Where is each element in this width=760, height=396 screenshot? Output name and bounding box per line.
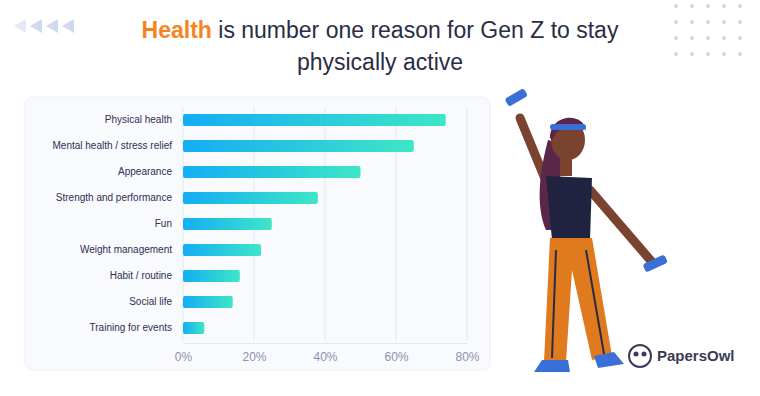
category-label: Social life — [129, 296, 172, 307]
chevron — [30, 19, 42, 33]
title: Health is number one reason for Gen Z to… — [142, 17, 619, 75]
category-label: Fun — [155, 218, 172, 229]
dot — [706, 20, 710, 24]
bar — [183, 244, 261, 256]
logo: PapersOwl — [629, 345, 735, 367]
category-label: Strength and performance — [56, 192, 173, 203]
x-tick: 40% — [313, 343, 337, 364]
bar — [183, 218, 272, 230]
dot — [722, 20, 726, 24]
dot — [722, 4, 726, 8]
x-tick: 60% — [384, 343, 408, 364]
brand-name: PapersOwl — [657, 347, 735, 364]
chart: Health is number one reason for Gen Z to… — [0, 0, 760, 396]
x-tick: 0% — [175, 343, 193, 364]
shoe — [534, 360, 570, 372]
bar — [183, 192, 318, 204]
bar — [183, 166, 361, 178]
logo-eye — [634, 352, 639, 357]
torso — [546, 176, 592, 240]
category-label: Mental health / stress relief — [53, 140, 173, 151]
dot — [722, 52, 726, 56]
category-label: Physical health — [105, 114, 172, 125]
dumbbell — [642, 254, 668, 272]
dot — [690, 52, 694, 56]
y-tick: Social life — [129, 296, 183, 307]
hair-top — [550, 118, 586, 140]
x-axis: 0% 20% 40% 60% 80% — [175, 343, 480, 364]
y-tick: Physical health — [105, 114, 183, 125]
dot — [674, 52, 678, 56]
logo-icon — [629, 345, 651, 367]
head — [551, 120, 585, 160]
panel — [25, 97, 490, 370]
category-label: Appearance — [118, 166, 172, 177]
chevron — [14, 19, 26, 33]
y-tick: Mental health / stress relief — [53, 140, 184, 151]
pants — [544, 238, 612, 362]
chevrons — [14, 19, 74, 33]
dot — [674, 20, 678, 24]
shoe — [594, 352, 624, 368]
x-tick: 80% — [455, 343, 479, 364]
bar — [183, 296, 233, 308]
neck — [560, 158, 572, 176]
pant-stripe — [552, 250, 604, 358]
dot — [706, 52, 710, 56]
y-tick: Strength and performance — [56, 192, 183, 203]
bar — [183, 114, 446, 126]
dot — [690, 4, 694, 8]
x-tick-label: 40% — [313, 350, 337, 364]
y-tick: Training for events — [90, 322, 183, 333]
bar — [183, 270, 240, 282]
y-tick: Fun — [155, 218, 183, 229]
logo-eye — [642, 352, 647, 357]
bars — [183, 114, 446, 334]
dot — [738, 52, 742, 56]
dot — [674, 36, 678, 40]
chevron — [46, 19, 58, 33]
x-axis-line — [184, 343, 468, 344]
category-label: Weight management — [80, 244, 172, 255]
dot — [706, 4, 710, 8]
y-axis: Physical health Mental health / stress re… — [53, 114, 184, 333]
dot-grid — [674, 4, 742, 56]
x-tick-label: 0% — [175, 350, 193, 364]
arm — [590, 190, 652, 262]
dot — [738, 36, 742, 40]
x-tick: 20% — [242, 343, 266, 364]
y-tick: Appearance — [118, 166, 183, 177]
chevron — [62, 19, 74, 33]
category-label: Habit / routine — [110, 270, 173, 281]
headband — [550, 124, 586, 130]
dumbbell — [504, 88, 528, 107]
x-tick-label: 60% — [384, 350, 408, 364]
y-tick: Weight management — [80, 244, 183, 255]
y-tick: Habit / routine — [110, 270, 183, 281]
dot — [722, 36, 726, 40]
category-label: Training for events — [90, 322, 172, 333]
dot — [674, 4, 678, 8]
x-tick-label: 80% — [455, 350, 479, 364]
dot — [738, 20, 742, 24]
x-tick-label: 20% — [242, 350, 266, 364]
bar — [183, 140, 414, 152]
grid — [183, 107, 467, 341]
dot — [690, 20, 694, 24]
bar — [183, 322, 204, 334]
dot — [738, 4, 742, 8]
grid-line — [467, 107, 468, 341]
dot — [690, 36, 694, 40]
illustration — [504, 88, 668, 372]
dot — [706, 36, 710, 40]
